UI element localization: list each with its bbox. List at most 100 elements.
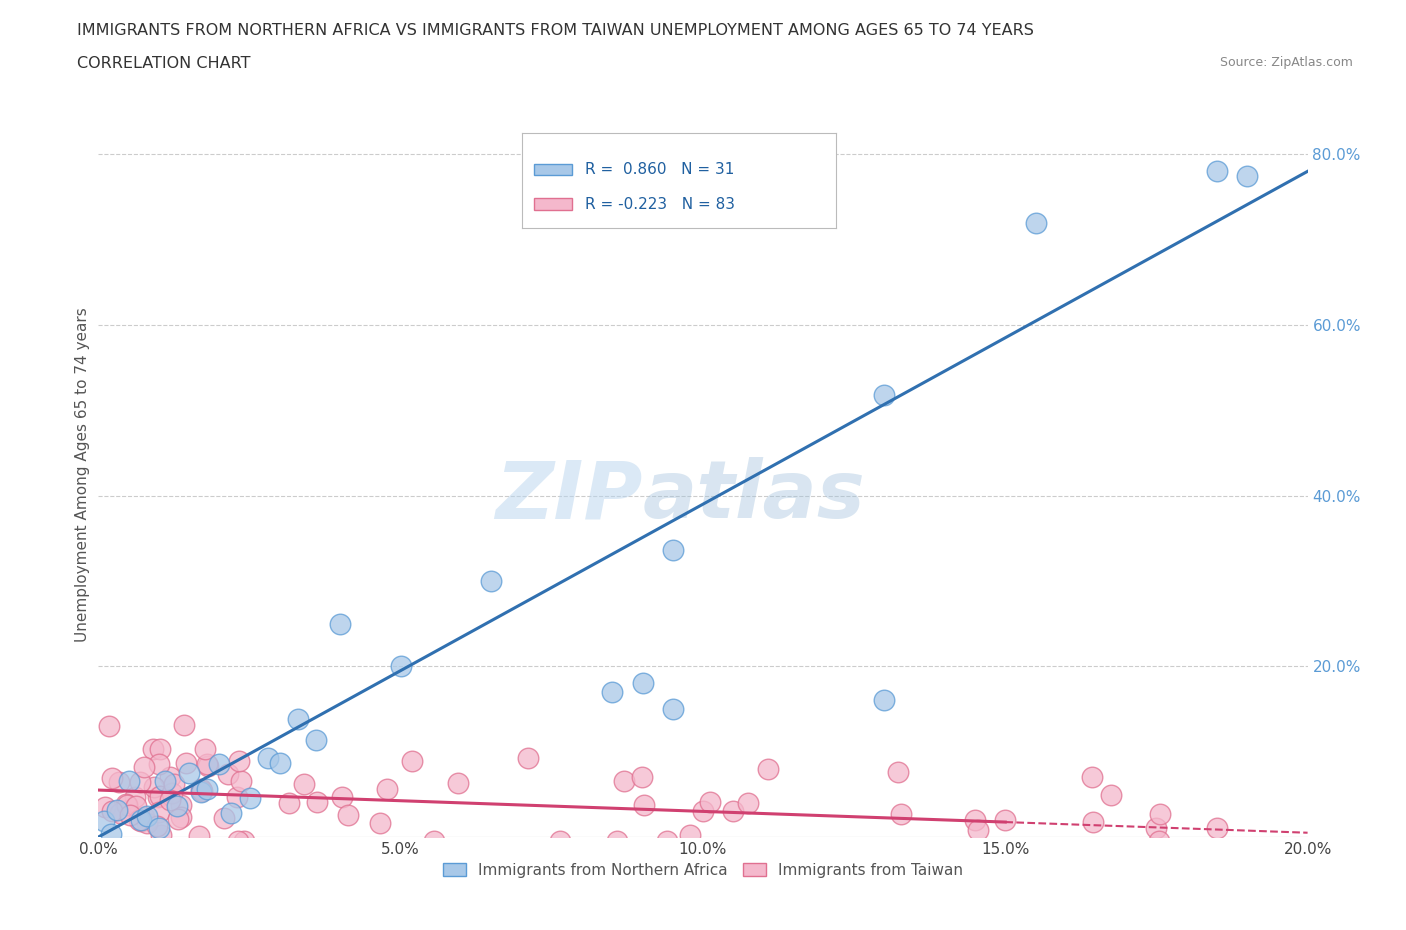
Text: atlas: atlas bbox=[643, 457, 865, 535]
Point bbox=[153, 774, 176, 789]
Point bbox=[631, 770, 654, 785]
Point bbox=[159, 792, 181, 807]
Point bbox=[1144, 821, 1167, 836]
Point bbox=[287, 711, 309, 726]
Point bbox=[873, 693, 896, 708]
Point bbox=[1236, 168, 1258, 183]
Point bbox=[1081, 769, 1104, 784]
Point bbox=[228, 753, 250, 768]
Point bbox=[1206, 821, 1229, 836]
Point bbox=[136, 816, 159, 830]
Point bbox=[145, 818, 167, 833]
Point bbox=[129, 812, 152, 827]
Point bbox=[148, 804, 170, 819]
Point bbox=[606, 834, 628, 849]
Point bbox=[179, 765, 201, 780]
Point bbox=[129, 774, 152, 789]
Point bbox=[173, 717, 195, 732]
Point bbox=[149, 742, 172, 757]
Point bbox=[194, 741, 217, 756]
Point bbox=[256, 751, 278, 765]
Point bbox=[1149, 806, 1171, 821]
Point bbox=[887, 764, 910, 779]
Point bbox=[129, 813, 152, 828]
Point bbox=[1083, 815, 1105, 830]
Point bbox=[101, 804, 124, 818]
Point bbox=[226, 834, 249, 849]
Point bbox=[190, 783, 212, 798]
Point bbox=[217, 766, 239, 781]
Point bbox=[481, 574, 503, 589]
Point bbox=[174, 755, 197, 770]
Point bbox=[149, 789, 172, 804]
Point bbox=[134, 809, 156, 824]
Point bbox=[135, 809, 157, 824]
Point bbox=[269, 756, 291, 771]
Point bbox=[166, 798, 188, 813]
Point bbox=[423, 834, 446, 849]
Point bbox=[124, 790, 146, 804]
Point bbox=[1024, 215, 1046, 230]
Point bbox=[148, 790, 170, 804]
Point bbox=[375, 781, 398, 796]
Point bbox=[330, 790, 353, 804]
Point bbox=[125, 799, 148, 814]
Point bbox=[170, 809, 193, 824]
Point bbox=[229, 774, 252, 789]
Point bbox=[212, 811, 235, 826]
Point bbox=[661, 543, 683, 558]
Point bbox=[159, 770, 181, 785]
Point bbox=[115, 798, 138, 813]
Point bbox=[118, 807, 141, 822]
Text: IMMIGRANTS FROM NORTHERN AFRICA VS IMMIGRANTS FROM TAIWAN UNEMPLOYMENT AMONG AGE: IMMIGRANTS FROM NORTHERN AFRICA VS IMMIG… bbox=[77, 23, 1035, 38]
Point bbox=[195, 757, 218, 772]
Point bbox=[389, 658, 412, 673]
Point bbox=[655, 834, 678, 849]
Point bbox=[115, 796, 138, 811]
Point bbox=[890, 806, 912, 821]
Point bbox=[307, 794, 329, 809]
Point bbox=[110, 805, 132, 820]
Point bbox=[873, 387, 896, 402]
Point bbox=[1147, 834, 1170, 849]
Point bbox=[692, 804, 714, 818]
Point bbox=[661, 701, 683, 716]
Point bbox=[548, 834, 571, 849]
Point bbox=[93, 814, 115, 829]
Point bbox=[162, 785, 184, 800]
Point bbox=[167, 812, 190, 827]
Point bbox=[758, 761, 780, 776]
Point bbox=[150, 828, 173, 843]
Point bbox=[188, 829, 211, 844]
Y-axis label: Unemployment Among Ages 65 to 74 years: Unemployment Among Ages 65 to 74 years bbox=[75, 307, 90, 642]
Point bbox=[239, 790, 262, 805]
Point bbox=[737, 796, 759, 811]
Legend: Immigrants from Northern Africa, Immigrants from Taiwan: Immigrants from Northern Africa, Immigra… bbox=[437, 857, 969, 884]
Point bbox=[1206, 164, 1229, 179]
Point bbox=[148, 821, 170, 836]
Point bbox=[337, 807, 360, 822]
Point bbox=[118, 774, 141, 789]
Point bbox=[105, 803, 128, 817]
Point bbox=[170, 797, 193, 812]
Point bbox=[195, 781, 218, 796]
Point bbox=[305, 733, 328, 748]
Point bbox=[190, 785, 212, 800]
Point bbox=[132, 760, 155, 775]
Point bbox=[699, 794, 721, 809]
Point bbox=[208, 757, 231, 772]
Point bbox=[197, 759, 219, 774]
Point bbox=[101, 770, 124, 785]
Point bbox=[190, 781, 212, 796]
Point bbox=[225, 790, 247, 804]
Text: CORRELATION CHART: CORRELATION CHART bbox=[77, 56, 250, 71]
Point bbox=[602, 684, 624, 699]
Point bbox=[631, 676, 654, 691]
Point bbox=[967, 822, 990, 837]
Point bbox=[128, 812, 150, 827]
Point bbox=[329, 617, 352, 631]
Point bbox=[994, 813, 1017, 828]
Point bbox=[401, 754, 423, 769]
Point bbox=[163, 777, 186, 791]
Point bbox=[613, 773, 636, 788]
